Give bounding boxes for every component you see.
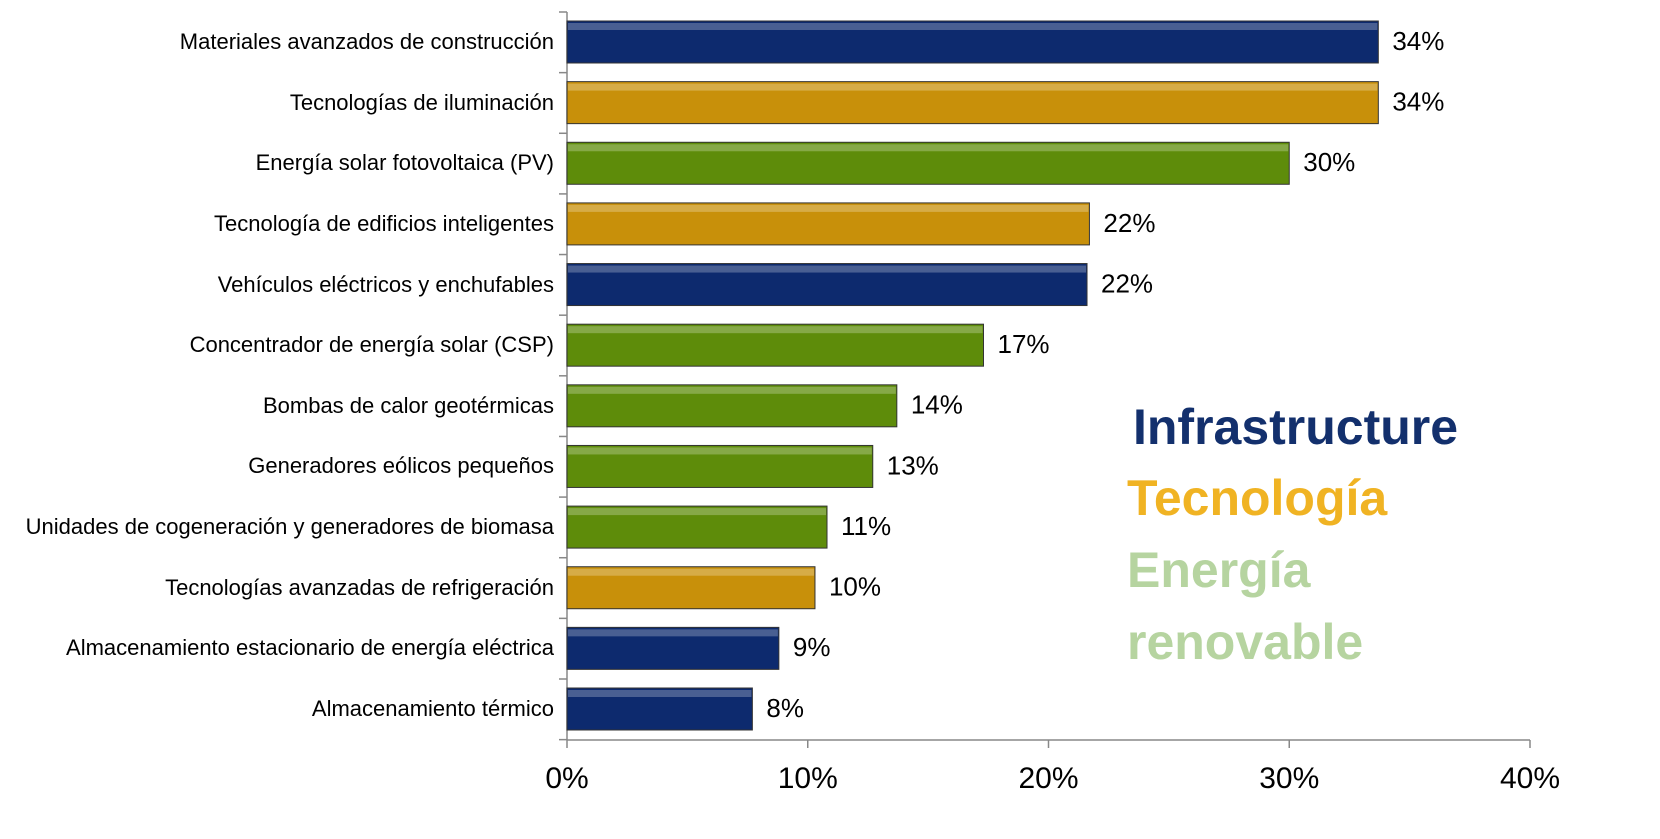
value-label: 30% xyxy=(1303,147,1355,177)
bar xyxy=(566,384,898,428)
bar-highlight xyxy=(568,568,814,576)
bar-highlight xyxy=(568,690,752,697)
value-label: 34% xyxy=(1392,87,1444,117)
value-label: 10% xyxy=(829,572,881,602)
value-label: 8% xyxy=(766,693,804,723)
bar xyxy=(566,141,1290,185)
bar-highlight xyxy=(568,508,827,516)
y-tick-label: Almacenamiento térmico xyxy=(311,696,554,721)
y-tick-label: Vehículos eléctricos y enchufables xyxy=(217,271,554,297)
bar xyxy=(566,566,816,610)
y-tick-label: Bombas de calor geotérmicas xyxy=(262,392,554,418)
x-tick-label: 20% xyxy=(1018,762,1078,795)
bar-highlight xyxy=(568,83,1378,91)
y-tick-label: Tecnologías de iluminación xyxy=(289,89,554,115)
bar xyxy=(566,444,874,488)
value-label: 22% xyxy=(1101,268,1153,298)
bar-highlight xyxy=(568,144,1289,152)
value-label: 13% xyxy=(887,450,939,480)
value-label: 17% xyxy=(997,329,1049,359)
x-tick-label: 0% xyxy=(545,762,588,795)
x-tick-label: 40% xyxy=(1500,762,1560,795)
y-tick-label: Energía solar fotovoltaica (PV) xyxy=(255,150,554,176)
y-tick-label: Generadores eólicos pequeños xyxy=(248,453,554,479)
bar xyxy=(566,263,1088,307)
bar-highlight xyxy=(568,629,778,637)
bar-highlight xyxy=(568,265,1087,273)
value-label: 34% xyxy=(1392,26,1444,56)
y-tick-label: Unidades de cogeneración y generadores d… xyxy=(25,514,554,540)
bar-highlight xyxy=(568,204,1089,212)
legend-entry: Infrastructure xyxy=(1133,399,1459,455)
legend-entry: Energía renovable xyxy=(1127,542,1364,670)
bar-highlight xyxy=(568,386,896,394)
bar xyxy=(566,81,1379,125)
legend-entry: Tecnología xyxy=(1127,470,1388,526)
y-tick-label: Concentrador de energía solar (CSP) xyxy=(189,332,554,358)
bar xyxy=(566,323,984,367)
bar xyxy=(566,505,828,549)
y-tick-label: Materiales avanzados de construcción xyxy=(179,29,554,54)
bar xyxy=(566,20,1379,64)
value-label: 14% xyxy=(911,390,963,420)
value-label: 22% xyxy=(1103,208,1155,238)
x-tick-label: 30% xyxy=(1259,762,1319,795)
bar xyxy=(566,626,780,670)
bar-highlight xyxy=(568,23,1378,30)
value-label: 11% xyxy=(841,511,891,541)
y-tick-label: Tecnologías avanzadas de refrigeración xyxy=(165,574,554,600)
bar xyxy=(566,202,1090,246)
y-tick-label: Tecnología de edificios inteligentes xyxy=(213,210,554,236)
bar-highlight xyxy=(568,447,872,455)
bar-highlight xyxy=(568,326,983,334)
bar xyxy=(566,687,753,731)
y-tick-label: Almacenamiento estacionario de energía e… xyxy=(66,635,554,661)
x-tick-label: 10% xyxy=(778,762,838,795)
value-label: 9% xyxy=(793,632,831,662)
